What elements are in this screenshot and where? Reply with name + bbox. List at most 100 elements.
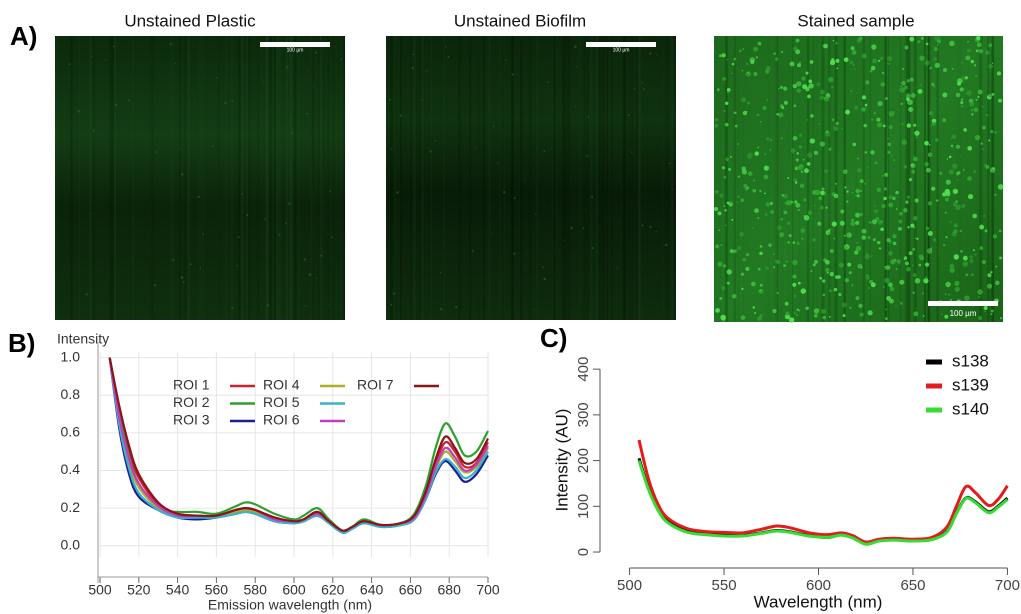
speck [991,62,994,64]
speck [784,314,791,320]
speck [733,249,737,253]
streak [606,36,609,320]
streak [674,36,676,320]
speck [967,145,973,151]
speck [972,249,975,252]
micrograph [386,36,676,320]
speck [986,114,988,116]
speck [543,150,546,153]
speck [757,216,760,219]
speck [999,317,1003,320]
speck [967,41,969,43]
speck [982,148,984,150]
speck [796,63,802,68]
speck [320,254,323,257]
speck [967,176,972,181]
speck [390,303,393,306]
streak [317,36,320,320]
speck [807,94,811,99]
streak [264,36,268,320]
streak [343,36,346,320]
streak [109,36,113,320]
streak [511,36,514,320]
speck [787,241,790,244]
speck [851,218,854,222]
speck [906,123,912,128]
speck [796,152,799,155]
speck [970,59,974,64]
speck [726,201,730,205]
speck [734,124,738,128]
speck [396,191,399,194]
speck [953,223,958,228]
micrographs [55,36,1003,322]
speck [787,221,791,225]
speck [770,210,775,214]
speck [884,277,890,284]
speck [883,286,885,288]
speck [724,101,729,106]
speck [817,221,822,226]
streak [242,36,244,320]
streak [273,36,277,320]
speck [870,65,876,71]
speck [836,67,839,70]
speck [784,301,789,306]
speck [852,64,855,66]
speck [964,76,969,80]
speck [843,234,846,237]
speck [871,44,877,50]
speck [792,274,797,279]
speck [513,197,516,200]
streak [275,36,278,320]
speck [813,308,820,314]
streak [92,36,96,320]
speck [315,277,318,279]
speck [307,69,309,72]
scale-bar [928,301,998,306]
speck [998,229,1002,233]
speck [955,92,961,98]
speck [715,308,720,313]
speck [505,59,507,61]
speck [892,241,897,246]
streak [787,36,790,322]
speck [990,313,993,315]
speck [788,317,795,323]
streak [886,36,889,322]
speck [835,58,840,63]
speck [783,86,788,91]
speck [303,258,306,261]
streak [266,36,269,320]
speck [542,266,544,269]
speck [880,82,885,87]
speck [85,293,88,296]
speck [919,255,924,261]
speck [876,187,881,192]
speck [975,98,978,101]
speck [903,256,908,261]
speck [745,187,749,191]
speck [861,107,866,112]
speck [785,199,792,206]
speck [913,226,916,229]
streak [478,36,480,320]
speck [774,57,779,61]
speck [823,96,830,102]
speck [774,259,779,264]
speck [955,171,960,176]
speck [855,212,861,218]
speck [741,287,744,291]
speck [943,244,946,247]
speck [871,219,878,225]
speck [780,85,784,89]
speck [908,107,914,112]
speck [838,262,844,268]
speck [574,105,576,108]
speck [881,175,884,177]
streak [844,36,846,322]
speck [794,312,796,314]
streak [77,36,80,320]
speck [278,233,281,236]
speck [930,247,933,250]
